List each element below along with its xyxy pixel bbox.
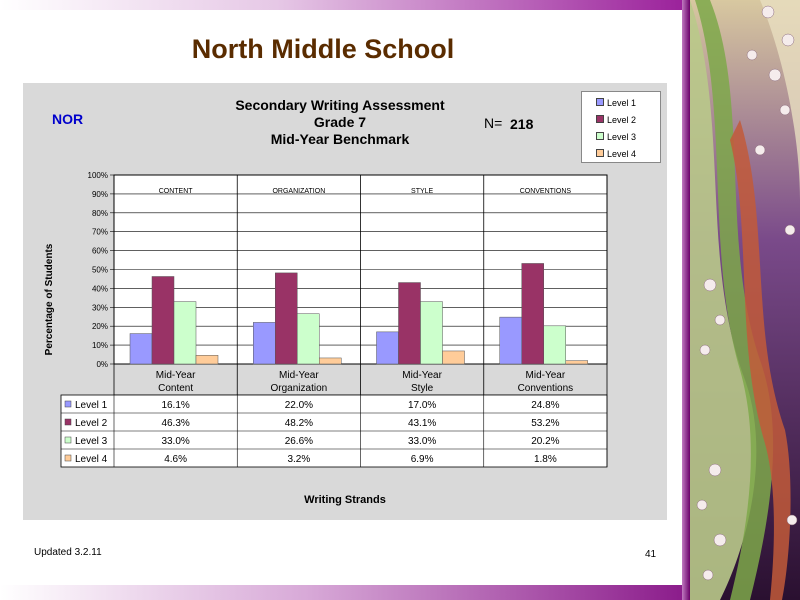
data-label: 20.2% (531, 436, 559, 447)
data-label: 43.1% (408, 418, 436, 429)
legend-swatch-level-2 (596, 115, 604, 123)
data-label: 4.6% (164, 454, 187, 465)
y-tick-label: 10% (92, 341, 108, 350)
category-label: Conventions (518, 383, 574, 394)
data-label: 24.8% (531, 400, 559, 411)
legend-item-level-2: Level 2 (596, 115, 636, 125)
legend-item-level-3: Level 3 (596, 132, 636, 142)
slide-title: North Middle School (191, 34, 455, 64)
data-table-swatch (64, 400, 72, 408)
y-tick-label: 80% (92, 209, 108, 218)
group-header: CONVENTIONS (520, 188, 572, 195)
bar (297, 313, 320, 365)
data-label: 1.8% (534, 454, 557, 465)
bar (420, 301, 443, 365)
y-tick-label: 30% (92, 303, 108, 312)
bar-chart: 0% 10% 20% 30% 40% 50% 60% 70% 80% 90% 100% CONTENT… (44, 171, 608, 468)
bar (173, 301, 197, 365)
y-tick-label: 70% (92, 228, 108, 237)
data-table-series-label: Level 1 (75, 400, 108, 411)
n-label: N= (484, 115, 503, 131)
chart-panel: 0% 10% 20% 30% 40% 50% 60% 70% 80% 90% 100% CONTENT… (23, 83, 667, 520)
bar (151, 276, 175, 365)
data-label: 33.0% (408, 436, 436, 447)
category-label: Content (158, 383, 193, 394)
legend-swatch-level-1 (596, 98, 604, 106)
chart-title-line-2: Grade 7 (313, 114, 367, 130)
bar (499, 316, 522, 365)
data-label: 16.1% (161, 400, 189, 411)
category-label: Mid-Year (526, 370, 566, 381)
data-table-series-label: Level 2 (75, 418, 108, 429)
chart-title: Secondary Writing Assessment Grade 7 Mid… (193, 97, 487, 148)
x-axis-title: Writing Strands (304, 494, 386, 506)
category-label: Style (411, 383, 434, 394)
data-label: 6.9% (411, 454, 434, 465)
bar (442, 350, 465, 365)
legend-label-level-4: Level 4 (607, 149, 637, 159)
bar (129, 333, 153, 365)
n-value: 218 (510, 116, 534, 132)
data-table-swatch (64, 436, 72, 444)
y-tick-label: 50% (92, 266, 108, 275)
bar (376, 331, 399, 365)
y-tick-label: 20% (92, 322, 108, 331)
data-label: 33.0% (161, 436, 189, 447)
legend-item-level-4: Level 4 (596, 149, 636, 159)
data-label: 3.2% (287, 454, 310, 465)
category-label: Mid-Year (402, 370, 442, 381)
legend-swatch-level-4 (596, 149, 604, 157)
chart-title-line-3: Mid-Year Benchmark (270, 131, 410, 147)
y-tick-label: 40% (92, 284, 108, 293)
bar (565, 360, 588, 365)
legend-label-level-1: Level 1 (607, 98, 637, 108)
bar (195, 355, 219, 365)
legend-swatch-level-3 (596, 132, 604, 140)
category-label: Mid-Year (156, 370, 196, 381)
top-accent-band (0, 0, 690, 10)
y-tick-label: 60% (92, 247, 108, 256)
right-divider (682, 0, 690, 600)
data-label: 53.2% (531, 418, 559, 429)
bar (398, 282, 421, 365)
updated-note: Updated 3.2.11 (34, 547, 102, 558)
data-label: 17.0% (408, 400, 436, 411)
bar (253, 322, 276, 365)
y-tick-label: 90% (92, 190, 108, 199)
bar (319, 357, 342, 365)
group-header: STYLE (411, 188, 434, 195)
legend-label-level-3: Level 3 (607, 132, 637, 142)
legend-label-level-2: Level 2 (607, 115, 637, 125)
chart-legend: Level 1 Level 2 Level 3 Level 4 (581, 91, 661, 163)
category-label: Organization (271, 383, 328, 394)
y-tick-label: 100% (88, 171, 108, 180)
bar (543, 325, 566, 365)
y-axis-title: Percentage of Students (44, 243, 55, 355)
data-table-swatch (64, 454, 72, 462)
data-table-series-label: Level 4 (75, 454, 108, 465)
group-header: ORGANIZATION (272, 188, 325, 195)
school-code: NOR (52, 111, 84, 127)
decorative-floral-panel (690, 0, 800, 600)
legend-item-level-1: Level 1 (596, 98, 636, 108)
data-table-swatch (64, 418, 72, 426)
data-label: 48.2% (285, 418, 313, 429)
group-header: CONTENT (159, 188, 194, 195)
bar (521, 263, 544, 365)
bottom-accent-band (0, 585, 690, 600)
bar (275, 272, 298, 365)
data-label: 22.0% (285, 400, 313, 411)
chart-title-line-1: Secondary Writing Assessment (235, 97, 445, 113)
page-number: 41 (645, 549, 657, 560)
data-table-series-label: Level 3 (75, 436, 108, 447)
data-label: 26.6% (285, 436, 313, 447)
category-label: Mid-Year (279, 370, 319, 381)
data-label: 46.3% (161, 418, 189, 429)
y-tick-label: 0% (96, 360, 108, 369)
